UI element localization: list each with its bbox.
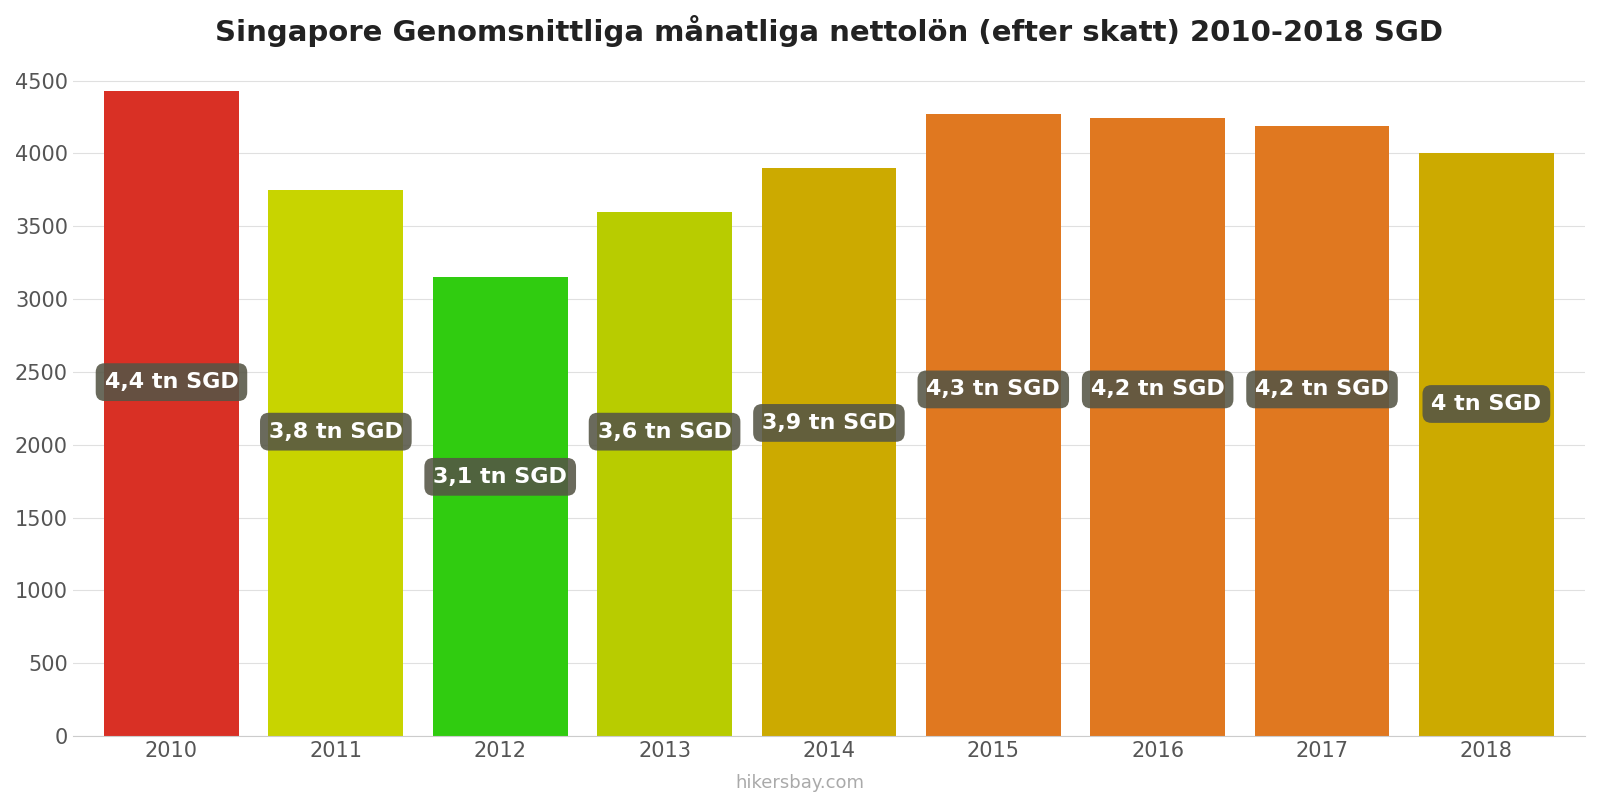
Bar: [1254, 126, 1389, 736]
Text: 3,6 tn SGD: 3,6 tn SGD: [598, 422, 731, 442]
Text: 4,3 tn SGD: 4,3 tn SGD: [926, 379, 1061, 399]
Text: 3,8 tn SGD: 3,8 tn SGD: [269, 422, 403, 442]
Bar: [1090, 118, 1226, 736]
Bar: [434, 278, 568, 736]
Text: 4,2 tn SGD: 4,2 tn SGD: [1254, 379, 1389, 399]
Bar: [926, 114, 1061, 736]
Text: 4,4 tn SGD: 4,4 tn SGD: [104, 372, 238, 392]
Bar: [269, 190, 403, 736]
Text: hikersbay.com: hikersbay.com: [736, 774, 864, 792]
Text: 3,1 tn SGD: 3,1 tn SGD: [434, 467, 566, 487]
Bar: [597, 212, 731, 736]
Text: 4 tn SGD: 4 tn SGD: [1432, 394, 1541, 414]
Bar: [1419, 154, 1554, 736]
Bar: [762, 168, 896, 736]
Text: 4,2 tn SGD: 4,2 tn SGD: [1091, 379, 1224, 399]
Bar: [104, 90, 238, 736]
Text: 3,9 tn SGD: 3,9 tn SGD: [762, 413, 896, 433]
Title: Singapore Genomsnittliga månatliga nettolön (efter skatt) 2010-2018 SGD: Singapore Genomsnittliga månatliga netto…: [214, 15, 1443, 47]
